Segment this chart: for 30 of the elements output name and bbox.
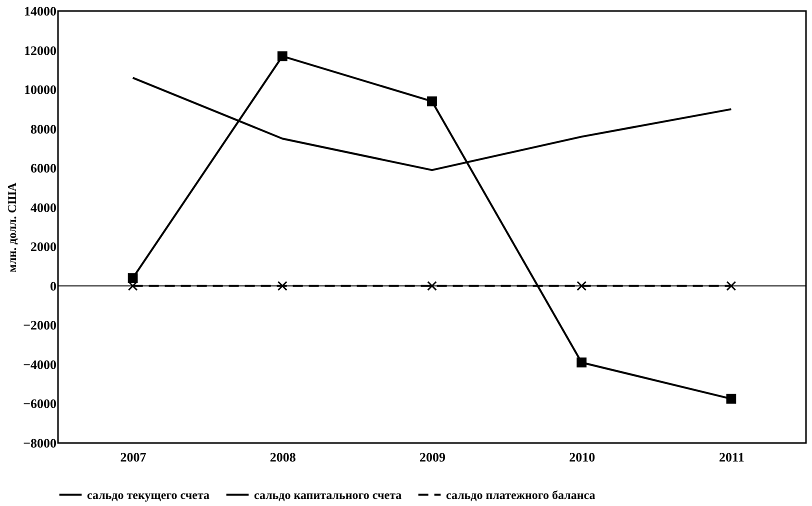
y-tick-label: −4000 (23, 356, 56, 372)
y-tick-label: 10000 (24, 82, 56, 98)
x-tick-label: 2008 (270, 450, 296, 464)
y-tick-label: −6000 (23, 396, 56, 412)
y-tick-label: −2000 (23, 318, 56, 333)
y-tick-label: 4000 (30, 200, 56, 215)
legend-label: сальдо капитального счета (254, 488, 402, 502)
point (726, 394, 736, 404)
y-tick-label: 14000 (24, 4, 56, 18)
x-tick-label: 2011 (719, 450, 744, 464)
point (277, 280, 288, 291)
y-tick-label: 0 (50, 278, 56, 294)
legend-label: сальдо платежного баланса (446, 488, 596, 502)
y-tick-label: 2000 (30, 239, 56, 254)
point (128, 273, 138, 283)
legend-label: сальдо текущего счета (87, 488, 210, 502)
y-tick-label: 8000 (30, 121, 56, 136)
y-tick-label: 12000 (24, 42, 56, 58)
point (576, 280, 587, 291)
point (277, 51, 288, 62)
x-tick-label: 2009 (420, 450, 446, 464)
y-tick-label: 6000 (30, 160, 56, 176)
point (576, 358, 587, 368)
point (427, 280, 437, 291)
y-axis-title: млн. долл. США (5, 182, 20, 272)
y-tick-label: −8000 (23, 436, 56, 450)
point (726, 280, 736, 291)
x-tick-label: 2010 (569, 450, 596, 464)
point (427, 96, 437, 106)
x-tick-label: 2007 (120, 450, 147, 464)
